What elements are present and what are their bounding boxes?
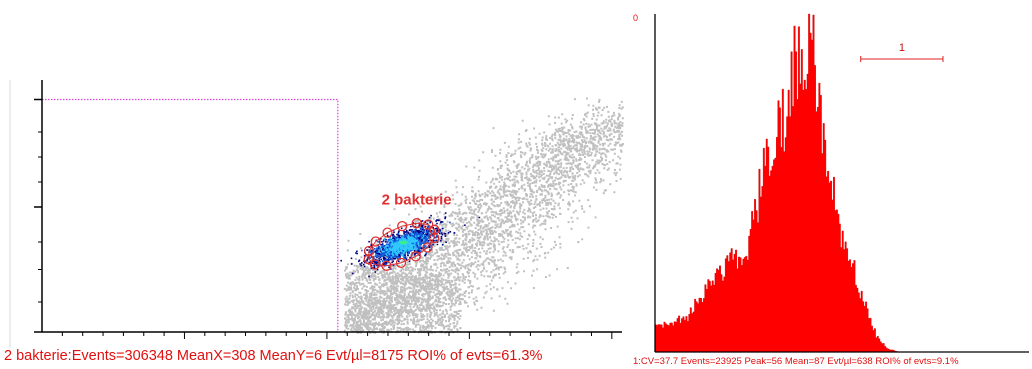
population-density xyxy=(340,212,481,278)
roi-handle xyxy=(381,260,392,271)
roi-handle xyxy=(382,227,393,238)
density-layer-2 xyxy=(378,231,431,258)
roi-handle xyxy=(395,257,407,269)
roi-handle xyxy=(397,220,408,232)
roi-handle xyxy=(370,236,381,247)
roi-handle xyxy=(411,218,422,229)
roi-handle xyxy=(429,224,440,235)
scatter-background-events xyxy=(343,97,624,334)
roi-handle xyxy=(429,232,440,244)
histogram-plot: 01 xyxy=(633,13,1029,353)
roi-handle xyxy=(422,242,433,253)
histogram-stats-text: 1:CV=37.7 Events=23925 Peak=56 Mean=87 E… xyxy=(633,356,959,367)
roi-handle xyxy=(363,254,374,265)
marker-label: 1 xyxy=(899,42,905,54)
roi-handle xyxy=(410,251,421,262)
hist-y-top-label: 0 xyxy=(633,13,638,23)
density-peak xyxy=(399,240,408,245)
roi-label: 2 bakterie xyxy=(382,192,452,209)
histogram-bars xyxy=(654,13,1029,353)
scatter-stats-text: 2 bakterie:Events=306348 MeanX=308 MeanY… xyxy=(4,348,543,364)
gate-rectangle xyxy=(42,98,339,332)
scatter-plot-panel: 2 bakterie 2 bakterie:Events=306348 Mean… xyxy=(0,78,626,369)
scatter-plot: 2 bakterie xyxy=(9,80,624,348)
roi-handle xyxy=(369,259,381,270)
roi-handle xyxy=(363,245,375,257)
roi-handle xyxy=(423,219,434,230)
scatter-background-dots xyxy=(343,97,624,334)
